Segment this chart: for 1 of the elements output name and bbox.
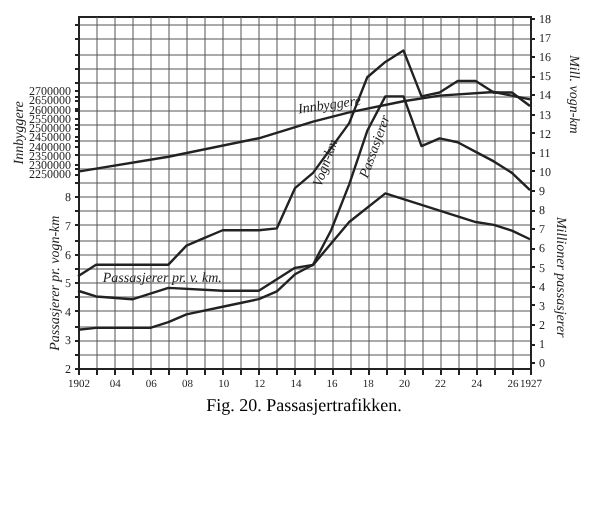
- text: Fig. 20. Passasjertrafikken.: [206, 395, 402, 415]
